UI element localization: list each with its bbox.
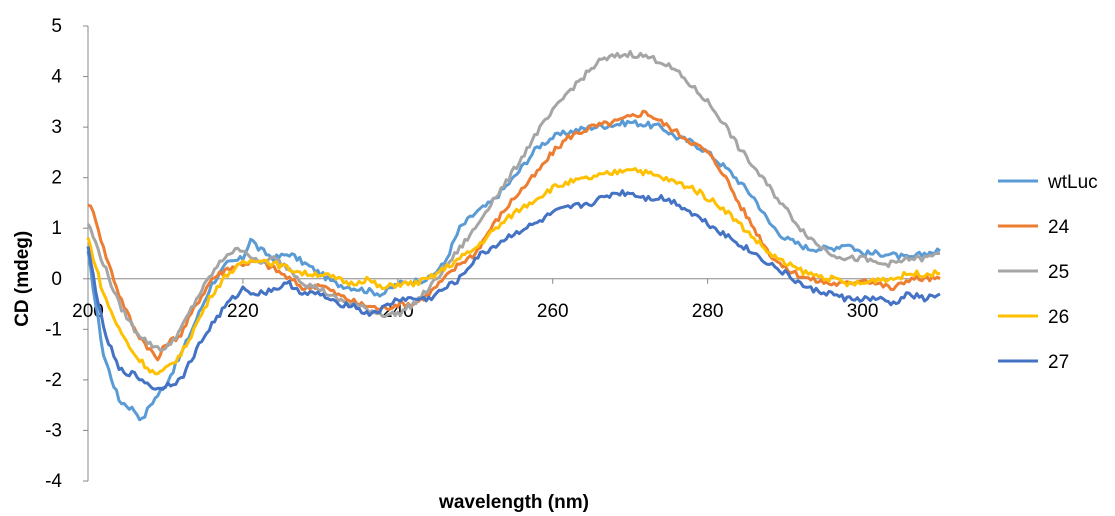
legend-label: wtLuc — [1047, 172, 1098, 193]
y-tick-label: 4 — [51, 67, 62, 88]
legend-label: 24 — [1048, 217, 1070, 238]
y-tick-label: 2 — [51, 168, 62, 189]
series-line-27 — [86, 189, 941, 391]
legend-label: 27 — [1048, 352, 1069, 373]
series-line-25 — [86, 50, 941, 352]
x-tick-label: 260 — [537, 301, 569, 322]
x-tick-label: 280 — [692, 301, 724, 322]
y-tick-label: -2 — [45, 370, 62, 391]
y-tick-label: -1 — [45, 319, 62, 340]
y-tick-label: 1 — [51, 218, 62, 239]
legend-label: 25 — [1048, 262, 1069, 283]
y-tick-label: -3 — [45, 420, 62, 441]
y-tick-label: 0 — [51, 269, 62, 290]
x-tick-label: 300 — [847, 301, 879, 322]
legend: wtLuc 24 25 26 27 — [998, 172, 1098, 373]
legend-label: 26 — [1048, 307, 1069, 328]
x-axis-title: wavelength (nm) — [438, 492, 589, 513]
x-tick-label: 220 — [227, 301, 259, 322]
series-line-26 — [86, 167, 941, 376]
series-line-wtluc — [86, 118, 941, 422]
y-axis-title: CD (mdeg) — [12, 231, 33, 327]
y-tick-label: 3 — [51, 117, 62, 138]
y-tick-label: -4 — [45, 471, 62, 492]
y-tick-label: 5 — [51, 16, 62, 37]
